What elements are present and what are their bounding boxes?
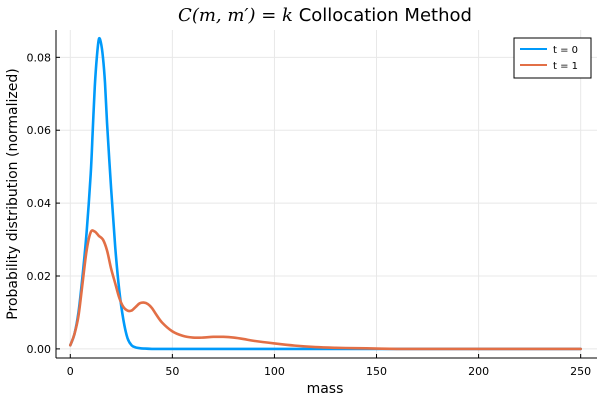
legend-box [513,37,592,79]
tick-labels: 0 50 100 150 200 250 0.00 0.02 0.04 0.06 0.08 [27,51,592,378]
chart-title-math: C(m, m′) = k [178,5,293,26]
series-line-0 [68,36,582,351]
y-tick-label-0: 0.00 [27,343,52,356]
legend-label-t1: t = 1 [553,61,578,72]
y-tick-label-3: 0.06 [27,124,52,137]
x-tick-label-4: 200 [468,365,489,378]
y-tick-label-4: 0.08 [27,51,52,64]
series-lines [68,36,582,351]
chart-title-text: Collocation Method [299,5,472,26]
x-axis-label: mass [307,381,344,397]
y-tick-label-2: 0.04 [27,197,52,210]
series-line-1 [68,229,582,351]
x-tick-label-2: 100 [264,365,285,378]
legend: t = 0 t = 1 [513,37,592,79]
x-tick-label-1: 50 [165,365,179,378]
chart-title: C(m, m′) = k Collocation Method [178,5,472,26]
axes [55,30,597,359]
y-tick-label-1: 0.02 [27,270,52,283]
y-axis-label: Probability distribution (normalized) [5,68,21,319]
x-tick-label-3: 150 [366,365,387,378]
x-tick-label-0: 0 [67,365,74,378]
legend-label-t0: t = 0 [553,45,578,56]
x-tick-label-5: 250 [570,365,591,378]
